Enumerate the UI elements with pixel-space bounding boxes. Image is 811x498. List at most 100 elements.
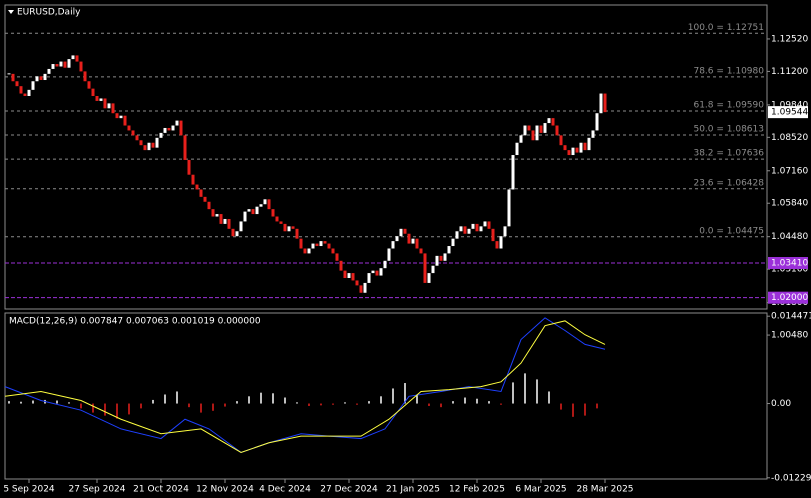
histogram-bar — [416, 394, 418, 404]
candle — [599, 93, 603, 114]
histogram-bar — [332, 403, 334, 405]
candle — [351, 273, 355, 281]
candle — [131, 130, 135, 136]
candle — [447, 246, 451, 254]
candle — [179, 120, 183, 136]
candle — [395, 236, 399, 242]
candle — [499, 236, 503, 249]
candle — [515, 142, 519, 156]
x-tick-label: 27 Sep 2024 — [68, 485, 125, 495]
candle — [291, 226, 295, 229]
candle — [303, 248, 307, 254]
candle — [235, 231, 239, 237]
candle — [15, 81, 19, 87]
candle — [59, 61, 63, 67]
histogram-bar — [488, 401, 490, 404]
candle — [75, 55, 79, 62]
candle — [343, 270, 347, 279]
histogram-bar — [392, 388, 394, 404]
histogram-bar — [284, 397, 286, 404]
histogram-bar — [536, 379, 538, 404]
candle — [111, 103, 115, 114]
candle — [107, 103, 111, 109]
fib-label: 38.2 = 1.07636 — [693, 149, 764, 159]
candle — [347, 273, 351, 279]
candle — [363, 282, 367, 293]
candle — [543, 123, 547, 133]
candle — [539, 125, 543, 133]
candle — [419, 248, 423, 254]
candle — [375, 270, 379, 276]
candle — [463, 226, 467, 234]
histogram-bar — [296, 402, 298, 404]
histogram-bar — [56, 400, 58, 404]
candle — [387, 248, 391, 261]
y-tick-label: 1.00480 — [771, 331, 808, 341]
candle — [123, 115, 127, 126]
candle — [23, 93, 27, 97]
candle — [263, 199, 267, 205]
candle — [95, 96, 99, 101]
candle — [435, 255, 439, 266]
histogram-bar — [500, 403, 502, 405]
candle — [299, 238, 303, 249]
candle — [35, 76, 39, 82]
x-tick-label: 4 Dec 2024 — [259, 485, 311, 495]
candle — [407, 233, 411, 244]
candle — [587, 137, 591, 151]
candle — [211, 209, 215, 217]
histogram-bar — [548, 391, 550, 404]
candle — [207, 201, 211, 210]
candle — [43, 73, 47, 81]
candle — [323, 241, 327, 244]
y-tick-label: 1.08520 — [771, 133, 808, 143]
candle — [71, 55, 75, 60]
candle — [371, 270, 375, 274]
candle — [591, 130, 595, 138]
x-tick-label: 12 Nov 2024 — [196, 485, 254, 495]
macd-line — [4, 320, 606, 453]
y-tick-label: 1.12520 — [771, 34, 808, 44]
candle — [519, 135, 523, 143]
candle — [471, 223, 475, 229]
histogram-bar — [404, 383, 406, 404]
candle — [63, 61, 67, 68]
candle — [151, 142, 155, 148]
candle — [139, 140, 143, 146]
candle — [39, 76, 43, 81]
candle — [367, 273, 371, 283]
candle — [523, 125, 527, 136]
candle — [47, 68, 51, 74]
candle — [11, 73, 15, 82]
candle — [511, 155, 515, 190]
candle — [79, 61, 83, 72]
histogram-bar — [272, 393, 274, 404]
candle — [115, 113, 119, 119]
candle — [87, 81, 91, 89]
y-tick-label: 1.11200 — [771, 67, 808, 77]
candle — [391, 241, 395, 249]
histogram-bar — [200, 403, 202, 413]
candle — [99, 98, 103, 101]
candle — [311, 243, 315, 249]
x-tick-label: 5 Sep 2024 — [3, 485, 55, 495]
candle — [555, 125, 559, 136]
candle — [219, 214, 223, 224]
candle — [423, 253, 427, 283]
candle — [399, 228, 403, 237]
candle — [127, 125, 131, 131]
histogram-bar — [68, 402, 70, 404]
fib-label: 78.6 = 1.10980 — [693, 66, 764, 76]
histogram-bar — [236, 401, 238, 404]
histogram-bar — [428, 403, 430, 406]
histogram-bar — [128, 403, 130, 415]
histogram-bar — [452, 401, 454, 404]
candle — [563, 145, 567, 151]
candle — [223, 218, 227, 224]
candle — [439, 255, 443, 261]
y-tick-label: 0.00 — [771, 399, 791, 409]
y-tick-label: 1.07160 — [771, 166, 808, 176]
x-tick-label: 28 Mar 2025 — [576, 485, 633, 495]
candle — [475, 223, 479, 232]
